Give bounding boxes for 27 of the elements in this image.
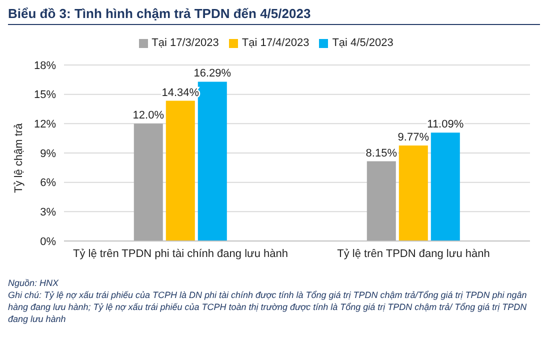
bar xyxy=(430,132,460,241)
bar xyxy=(166,100,195,241)
text: Ghi chú: Tỷ lệ nợ xấu trái phiếu của TCPH là DN phi tài chính được tính là Tổng giá trị TPDN chậm trả/Tổng giá trị TPDN phi ngân hàng đang lưu hành; Tỷ lệ nợ xấu trái phiếu của TCPH toàn thị trường được tính là Tổng giá trị TPDN chậm trả/ Tổng giá trị TPDN đang lưu hành xyxy=(8,289,528,325)
bar xyxy=(134,124,163,241)
bar xyxy=(366,161,396,241)
bar xyxy=(198,82,227,241)
data-label: 8.15% xyxy=(366,147,398,160)
y-tick-label: 12% xyxy=(34,118,56,131)
x-tick-label: Tỷ lệ trên TPDN đang lưu hành xyxy=(337,248,490,260)
chart-title: Biểu đồ 3: Tình hình chậm trả TPDN đến 4/5/2023 xyxy=(8,6,540,25)
y-axis-title: Tỷ lệ chậm trả xyxy=(12,122,25,193)
y-tick-label: 3% xyxy=(40,206,56,219)
x-tick-label: Tỷ lệ trên TPDN phi tài chính đang lưu hành xyxy=(72,248,288,260)
y-tick-label: 6% xyxy=(40,177,56,190)
legend-label: Tại 4/5/2023 xyxy=(332,37,394,49)
data-label: 12.0% xyxy=(132,110,164,122)
y-tick-label: 9% xyxy=(40,148,56,160)
legend-label: Tại 17/4/2023 xyxy=(242,37,310,49)
y-tick-label: 15% xyxy=(34,89,56,102)
data-label: 16.29% xyxy=(194,68,232,80)
data-label: 11.09% xyxy=(427,118,464,131)
y-tick-label: 0% xyxy=(40,236,56,248)
data-label: 9.77% xyxy=(398,131,430,144)
bar xyxy=(398,145,428,241)
text: Nguồn: HNX xyxy=(8,277,60,289)
legend-label: Tại 17/3/2023 xyxy=(152,37,219,49)
y-tick-label: 18% xyxy=(34,60,56,72)
